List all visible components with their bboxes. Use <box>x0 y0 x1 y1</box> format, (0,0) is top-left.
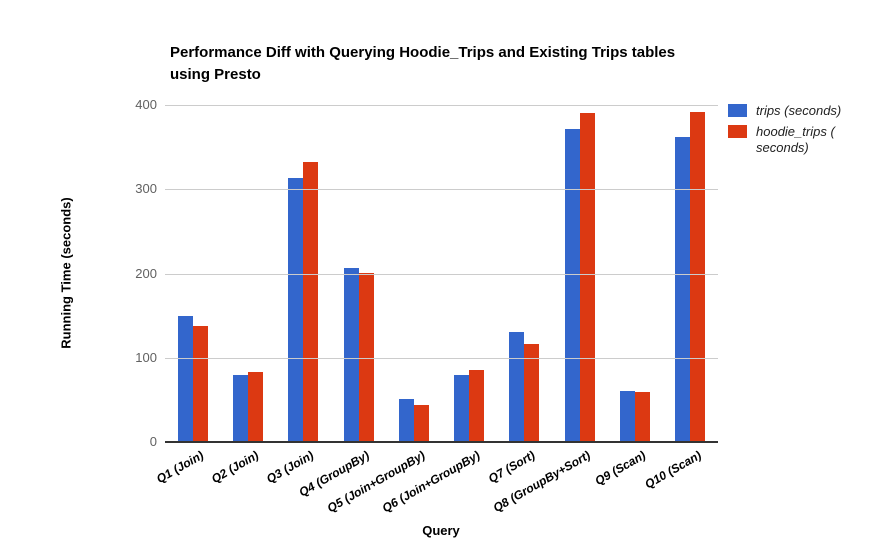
x-axis-title: Query <box>422 523 460 538</box>
bar-hoodie-trips-5 <box>414 405 429 442</box>
x-tick-label: Q1 (Join) <box>153 448 206 487</box>
y-tick-label: 200 <box>135 265 157 281</box>
legend-label: hoodie_trips (seconds) <box>756 124 835 156</box>
y-tick-label: 300 <box>135 181 157 197</box>
legend-label-line: hoodie_trips ( <box>756 124 835 139</box>
plot-area <box>165 105 718 442</box>
bar-hoodie-trips-4 <box>359 273 374 442</box>
x-axis-baseline <box>165 441 718 443</box>
y-tick-label: 0 <box>149 434 157 449</box>
bar-hoodie-trips-7 <box>524 344 539 442</box>
chart-title-line: Performance Diff with Querying Hoodie_Tr… <box>170 44 676 61</box>
y-axis-title: Running Time (seconds) <box>58 197 74 349</box>
legend-label-line: seconds) <box>756 140 809 155</box>
bar-trips-10 <box>675 137 690 442</box>
y-gridline <box>165 357 718 359</box>
legend-item-hoodie-trips: hoodie_trips (seconds) <box>728 124 841 156</box>
x-tick-label: Q10 (Scan) <box>642 448 704 492</box>
y-gridline <box>165 105 718 106</box>
bar-trips-8 <box>565 129 580 442</box>
bar-hoodie-trips-8 <box>580 113 595 442</box>
x-tick-label: Q2 (Join) <box>208 448 261 487</box>
y-gridline <box>165 189 718 191</box>
bar-trips-1 <box>178 316 193 442</box>
x-tick-label: Q5 (Join+GroupBy) <box>324 448 427 516</box>
legend-item-trips: trips (seconds) <box>728 103 841 119</box>
bar-hoodie-trips-6 <box>469 370 484 442</box>
bar-trips-5 <box>399 399 414 442</box>
bar-trips-4 <box>344 268 359 442</box>
x-tick-label: Q6 (Join+GroupBy) <box>379 448 483 516</box>
x-tick-label: Q9 (Scan) <box>592 448 649 489</box>
chart-title-line: using Presto <box>170 66 261 83</box>
bar-hoodie-trips-9 <box>635 392 650 442</box>
legend-swatch-icon <box>728 125 747 138</box>
y-gridline <box>165 273 718 275</box>
bar-trips-6 <box>454 375 469 442</box>
bar-trips-3 <box>288 178 303 442</box>
legend-swatch-icon <box>728 104 747 117</box>
bar-hoodie-trips-10 <box>690 112 705 442</box>
bar-trips-9 <box>620 391 635 442</box>
x-tick-label: Q8 (GroupBy+Sort) <box>490 448 593 515</box>
legend: trips (seconds) hoodie_trips (seconds) <box>728 103 841 161</box>
bar-hoodie-trips-2 <box>248 372 263 442</box>
bar-trips-7 <box>509 332 524 442</box>
chart-title: Performance Diff with Querying Hoodie_Tr… <box>170 42 675 86</box>
y-tick-label: 100 <box>135 349 157 365</box>
y-tick-label: 400 <box>135 97 157 112</box>
legend-label: trips (seconds) <box>756 103 841 119</box>
bar-trips-2 <box>233 375 248 442</box>
bar-hoodie-trips-1 <box>193 326 208 442</box>
bar-hoodie-trips-3 <box>303 162 318 442</box>
legend-label-line: trips (seconds) <box>756 103 842 118</box>
